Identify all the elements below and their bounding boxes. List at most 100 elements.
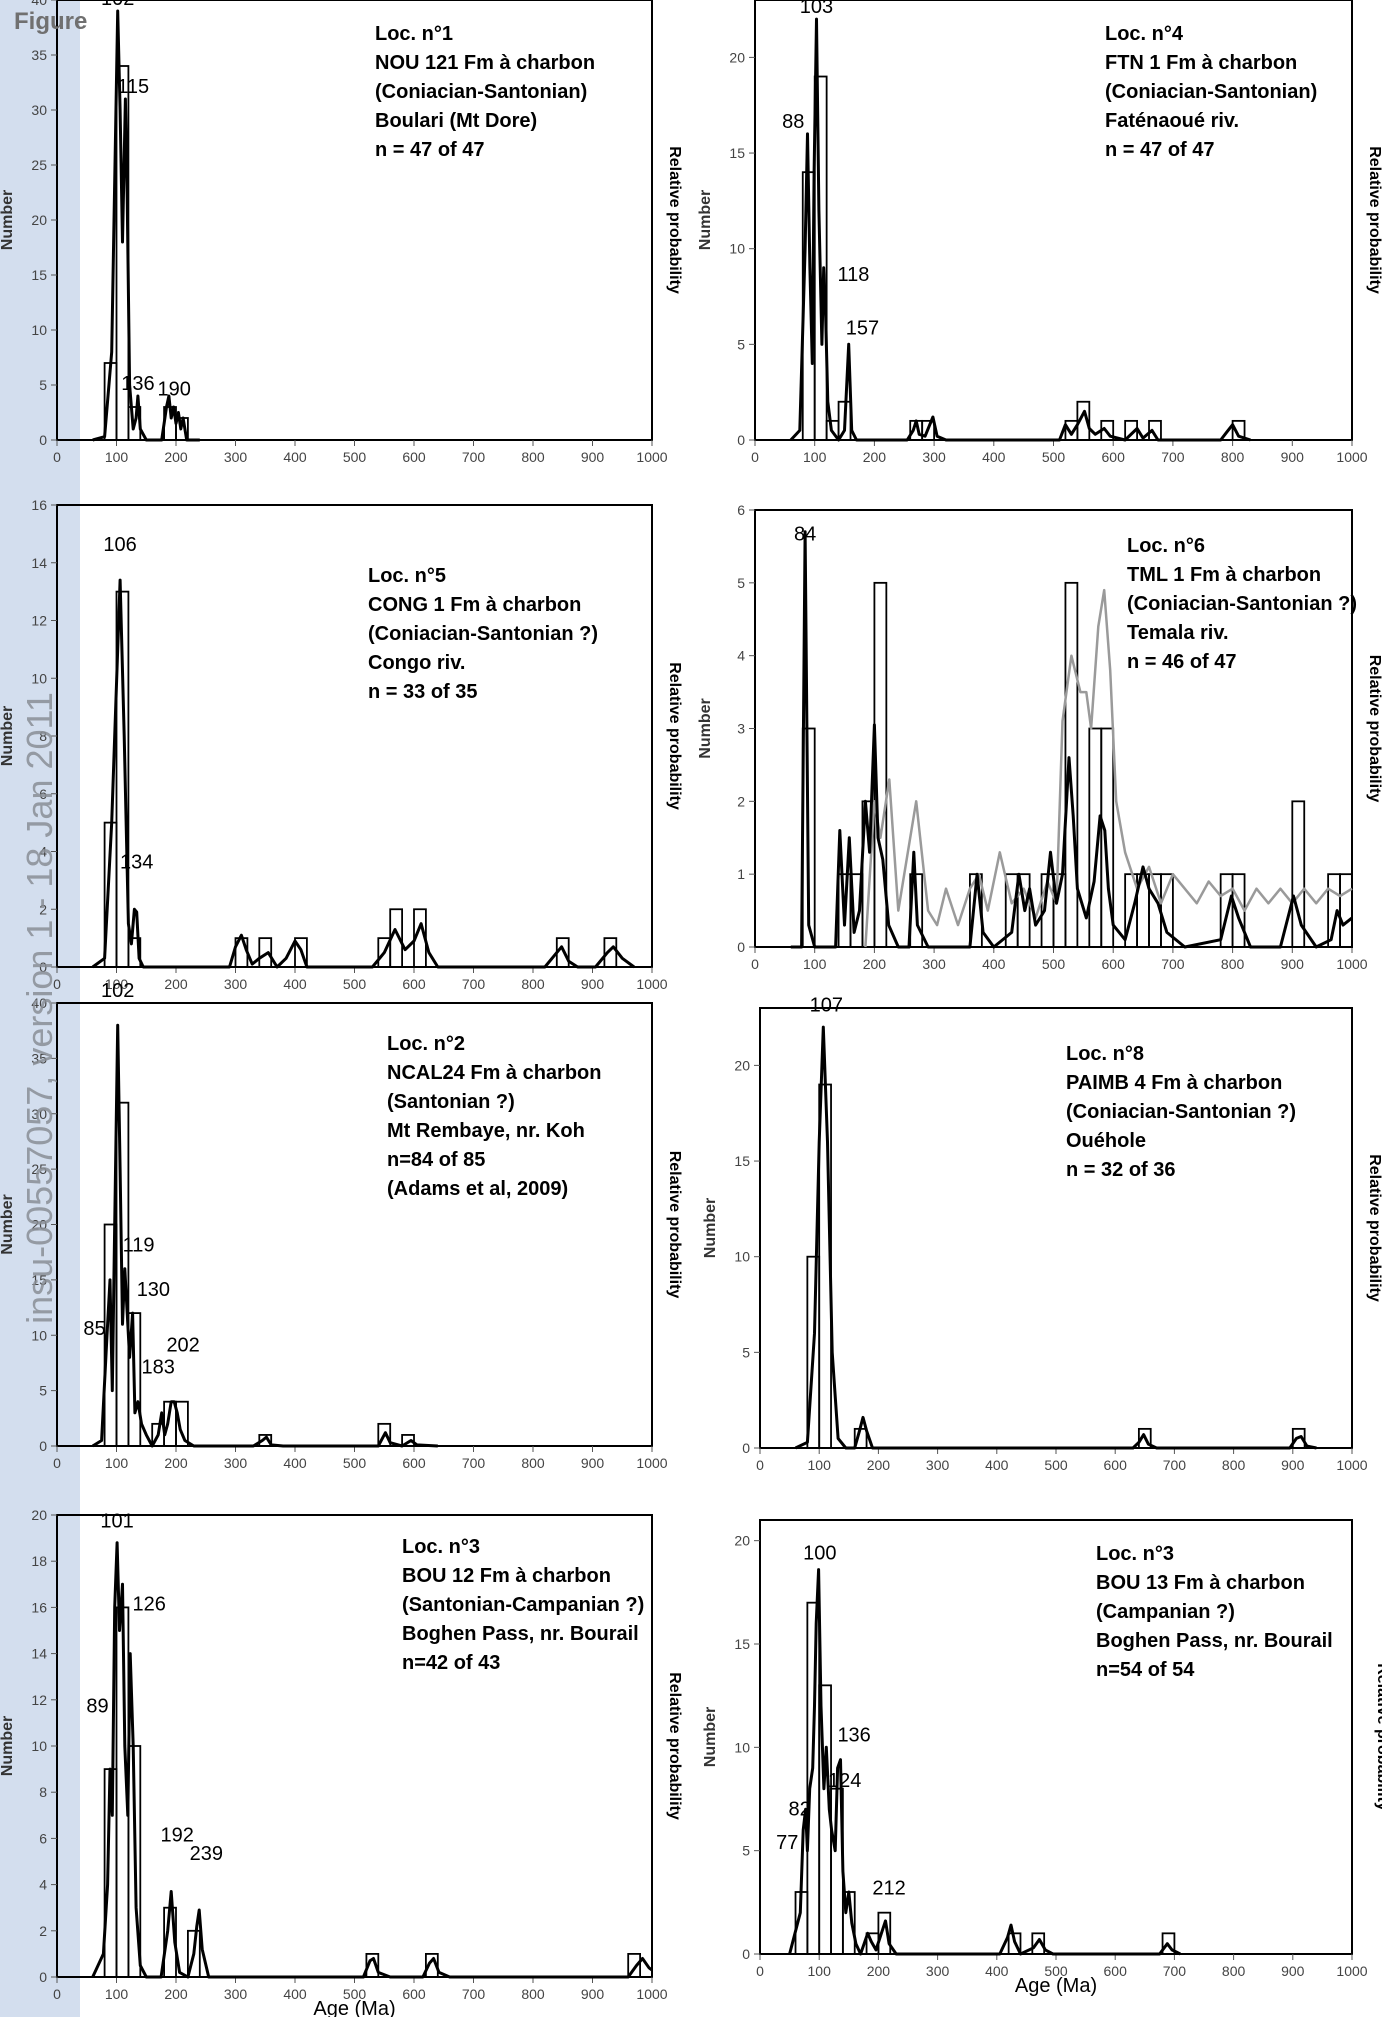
histogram-bar (1076, 400, 1091, 441)
y2-axis-label: Relative probability (666, 1151, 683, 1299)
sample-info-line: (Adams et al, 2009) (387, 1178, 568, 1200)
peak-label: 192 (161, 1825, 194, 1847)
x-tick-label: 500 (1044, 1457, 1068, 1473)
sample-info-line: NCAL24 Fm à charbon (387, 1062, 601, 1084)
peak-label: 130 (137, 1279, 170, 1301)
histogram-bar (127, 1312, 142, 1447)
x-tick-label: 100 (803, 956, 827, 972)
y-tick-label: 20 (31, 1217, 47, 1233)
histogram-bar (175, 1400, 189, 1447)
y-tick-label: 0 (39, 432, 47, 448)
y-tick-label: 0 (39, 1438, 47, 1454)
probability-curve (788, 1568, 1181, 1956)
x-tick-label: 500 (1044, 1963, 1068, 1979)
peak-label: 212 (872, 1877, 905, 1899)
x-tick-label: 200 (164, 1986, 188, 2002)
y-tick-label: 5 (39, 377, 47, 393)
y-tick-label: 5 (737, 336, 745, 352)
probability-curve (91, 578, 635, 969)
histogram-bar (258, 1434, 273, 1447)
peak-label: 106 (103, 534, 136, 556)
y-tick-label: 2 (737, 793, 745, 809)
y-axis-label: Number (697, 190, 714, 250)
y-tick-label: 0 (39, 1969, 47, 1985)
histogram-bar (1339, 873, 1353, 948)
x-tick-label: 600 (1102, 449, 1126, 465)
sample-info-line: Boghen Pass, nr. Bourail (1096, 1630, 1333, 1652)
panel-3: 0 100 200 300 400 500 600 700 800 900 1000 0 2 4 6 8 10 1… (0, 497, 683, 992)
y-tick-label: 5 (742, 1344, 750, 1360)
x-tick-label: 100 (803, 449, 827, 465)
y-tick-label: 15 (729, 145, 745, 161)
x-tick-label: 900 (1281, 1963, 1305, 1979)
probability-curve (794, 1025, 1317, 1450)
sample-info-line: (Coniacian-Santonian) (1105, 81, 1317, 103)
histogram-bar (377, 1422, 392, 1447)
x-tick-label: 600 (402, 1455, 426, 1471)
y-tick-label: 0 (737, 432, 745, 448)
x-tick-label: 1000 (636, 976, 667, 992)
histogram-bar (258, 937, 273, 968)
y-axis-label: Number (697, 698, 714, 758)
y-tick-label: 8 (39, 728, 47, 744)
y2-axis-label: Relative probability (1366, 1154, 1382, 1302)
x-tick-label: 900 (1281, 956, 1305, 972)
x-tick-label: 300 (224, 449, 248, 465)
histogram-bar (627, 1953, 642, 1978)
y-tick-label: 8 (39, 1784, 47, 1800)
x-tick-label: 400 (283, 449, 307, 465)
sample-info-line: n=54 of 54 (1096, 1659, 1195, 1681)
panel-5: 0 100 200 300 400 500 600 700 800 900 1000 0 5 10 15 20… (0, 980, 683, 1471)
y-tick-label: 6 (39, 1830, 47, 1846)
y-tick-label: 10 (729, 241, 745, 257)
x-tick-label: 900 (581, 449, 605, 465)
x-tick-label: 900 (581, 1986, 605, 2002)
y-tick-label: 0 (742, 1946, 750, 1962)
x-tick-label: 0 (53, 1986, 61, 2002)
histogram-bar (1064, 581, 1079, 948)
y-tick-label: 4 (39, 844, 47, 860)
peak-label: 239 (190, 1843, 223, 1865)
y-tick-label: 30 (31, 1106, 47, 1122)
histogram-bar (401, 1434, 415, 1447)
y-tick-label: 6 (39, 786, 47, 802)
probability-curve (91, 1023, 438, 1448)
peak-label: 136 (121, 373, 154, 395)
peak-label: 102 (101, 0, 134, 10)
x-tick-label: 1000 (1336, 449, 1367, 465)
y-tick-label: 15 (734, 1153, 750, 1169)
sample-info-line: Temala riv. (1127, 622, 1229, 644)
plot-frame (56, 504, 653, 968)
sample-info-line: Loc. n°1 (375, 23, 453, 45)
x-tick-label: 800 (521, 1455, 545, 1471)
x-tick-label: 900 (581, 976, 605, 992)
sample-info-line: BOU 12 Fm à charbon (402, 1565, 611, 1587)
x-tick-label: 700 (462, 976, 486, 992)
y-tick-label: 20 (31, 212, 47, 228)
x-tick-label: 700 (1161, 956, 1185, 972)
sample-info-line: Congo riv. (368, 652, 465, 674)
figure-label: Figure (14, 8, 88, 35)
x-tick-label: 100 (808, 1963, 832, 1979)
x-tick-label: 1000 (636, 1986, 667, 2002)
x-tick-label: 800 (1221, 449, 1245, 465)
sample-info-line: n = 47 of 47 (375, 139, 485, 161)
sample-info-line: n=84 of 85 (387, 1149, 485, 1171)
histogram-bar (1137, 1427, 1152, 1449)
x-tick-label: 800 (1221, 956, 1245, 972)
histogram-bar (1031, 1932, 1046, 1955)
sample-info-line: n = 46 of 47 (1127, 651, 1237, 673)
x-tick-label: 400 (982, 956, 1006, 972)
x-tick-label: 200 (164, 976, 188, 992)
sidebar-strip (0, 0, 80, 2017)
sample-info-line: CONG 1 Fm à charbon (368, 594, 581, 616)
peak-label: 77 (776, 1832, 798, 1854)
histogram-bar (1231, 873, 1246, 948)
x-tick-label: 100 (105, 1986, 129, 2002)
y-tick-label: 20 (734, 1533, 750, 1549)
peak-label: 115 (117, 76, 149, 98)
sample-info-line: NOU 121 Fm à charbon (375, 52, 595, 74)
x-tick-label: 400 (283, 1455, 307, 1471)
histogram-bar (1231, 419, 1246, 441)
peak-label: 202 (166, 1334, 199, 1356)
